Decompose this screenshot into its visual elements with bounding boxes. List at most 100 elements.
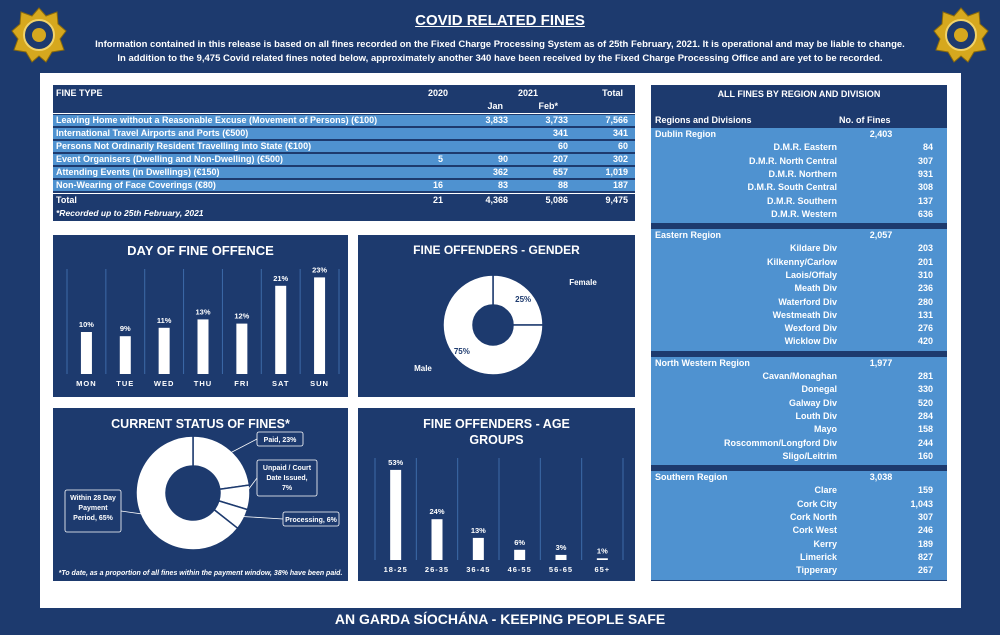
donut-slice <box>442 274 544 376</box>
bar <box>390 469 402 560</box>
callout-text: Date Issued, <box>266 475 307 482</box>
fine-type-label: Leaving Home without a Reasonable Excuse… <box>56 115 378 125</box>
division-value: 160 <box>917 450 933 461</box>
callout-box <box>256 431 304 447</box>
division-name: D.M.R. Northern <box>768 168 838 179</box>
division-value: 159 <box>917 485 933 496</box>
info-line-1: Information contained in this release is… <box>95 39 905 50</box>
division-name: Westmeath Div <box>772 309 837 320</box>
division-row: D.M.R. Northern 931 <box>651 168 947 181</box>
division-value: 307 <box>917 512 933 523</box>
region-header-row: Eastern Region 2,057 <box>651 229 947 242</box>
data-label: 12% <box>234 312 249 321</box>
info-line-2: In addition to the 9,475 Covid related f… <box>117 53 883 64</box>
day-chart-title: DAY OF FINE OFFENCE <box>127 243 274 258</box>
division-row: Sligo/Leitrim 160 <box>651 450 947 463</box>
tick-label: MON <box>76 379 97 388</box>
grand-total-label: Total <box>655 588 676 599</box>
division-row: Donegal 330 <box>651 383 947 396</box>
col-fine-type: FINE TYPE <box>56 88 103 98</box>
value-jan: 90 <box>497 154 508 164</box>
tick-label: 26-35 <box>425 565 449 574</box>
division-row: Cork City 1,043 <box>651 498 947 511</box>
callout-text: Unpaid / Court <box>263 465 312 472</box>
tick-label: SUN <box>310 379 329 388</box>
callout-box <box>64 489 122 533</box>
division-value: 244 <box>917 437 933 448</box>
division-name: Meath Div <box>794 283 837 294</box>
donut-slice <box>492 274 544 326</box>
value-feb: 341 <box>552 128 568 138</box>
table-row: Persons Not Ordinarily Resident Travelli… <box>53 141 635 152</box>
division-name: Clare <box>814 485 837 496</box>
data-label: 3% <box>556 543 567 552</box>
division-name: Kerry <box>813 538 837 549</box>
division-row: Galway Div 520 <box>651 397 947 410</box>
col-total: Total <box>602 88 623 98</box>
table-header-row: FINE TYPE 2020 2021 Total <box>53 88 635 99</box>
age-chart-panel: FINE OFFENDERS - AGE GROUPS 53% 18-25 24% 2… <box>358 408 635 581</box>
division-row: Louth Div 284 <box>651 410 947 423</box>
division-value: 201 <box>917 256 933 267</box>
divider <box>53 113 635 114</box>
division-name: Donegal <box>801 384 837 395</box>
division-row: Roscommon/Longford Div 244 <box>651 437 947 450</box>
division-row: Wicklow Div 420 <box>651 335 947 348</box>
table-row: Attending Events (in Dwellings) (€150) 36… <box>53 167 635 178</box>
division-value: 281 <box>917 371 933 382</box>
division-value: 280 <box>917 296 933 307</box>
division-name: Cavan/Monaghan <box>762 371 837 382</box>
tick-label: 65+ <box>594 565 610 574</box>
bar <box>197 319 209 374</box>
value-total: 341 <box>612 128 628 138</box>
bar <box>80 332 92 374</box>
division-value: 310 <box>917 269 933 280</box>
value-total: 187 <box>612 180 628 190</box>
region-block: Dublin Region 2,403 D.M.R. Eastern 84 D.M.R.… <box>651 128 947 224</box>
data-label: 11% <box>157 316 172 325</box>
value-total: 7,566 <box>605 115 628 125</box>
division-name: Limerick <box>799 551 837 562</box>
gender-chart-panel: FINE OFFENDERS - GENDER Female Male 25% 75% <box>358 235 635 397</box>
bar <box>472 537 484 560</box>
total-jan: 4,368 <box>485 195 508 205</box>
fine-type-label: Attending Events (in Dwellings) (€150) <box>56 167 220 177</box>
callout-text: Period, 65% <box>73 515 113 522</box>
division-value: 137 <box>917 195 933 206</box>
division-value: 84 <box>922 142 933 153</box>
region-header-row: Dublin Region 2,403 <box>651 128 947 141</box>
region-name: Eastern Region <box>655 230 722 241</box>
bar <box>596 558 608 560</box>
division-value: 308 <box>917 182 933 193</box>
fine-type-label: International Travel Airports and Ports … <box>56 128 249 138</box>
division-value: 420 <box>917 336 933 347</box>
value-total: 1,019 <box>605 167 628 177</box>
bar <box>314 277 326 374</box>
division-row: Kildare Div 203 <box>651 242 947 255</box>
division-row: Laois/Offaly 310 <box>651 269 947 282</box>
division-row: Cavan/Monaghan 281 <box>651 370 947 383</box>
divider <box>651 583 947 585</box>
division-value: 284 <box>917 410 933 421</box>
bar <box>119 336 131 374</box>
region-total-row: Total 9,475 <box>651 588 947 601</box>
division-value: 158 <box>917 424 933 435</box>
status-chart-title: CURRENT STATUS OF FINES* <box>111 417 290 431</box>
data-label: 9% <box>120 324 131 333</box>
division-row: D.M.R. Southern 137 <box>651 195 947 208</box>
data-label: 53% <box>388 458 403 467</box>
division-name: D.M.R. South Central <box>747 182 838 193</box>
total-total: 9,475 <box>605 195 628 205</box>
value-2020: 5 <box>437 154 443 164</box>
division-name: D.M.R. North Central <box>748 155 837 166</box>
division-value: 203 <box>917 243 933 254</box>
col-2021: 2021 <box>517 88 538 98</box>
leader-line <box>225 438 258 456</box>
division-value: 520 <box>917 397 933 408</box>
value-feb: 88 <box>557 180 568 190</box>
value-feb: 207 <box>552 154 568 164</box>
data-label: 1% <box>597 546 608 555</box>
division-name: Cork North <box>790 512 837 523</box>
header: COVID RELATED FINES Information containe… <box>0 0 1000 72</box>
leader-line <box>242 477 258 498</box>
